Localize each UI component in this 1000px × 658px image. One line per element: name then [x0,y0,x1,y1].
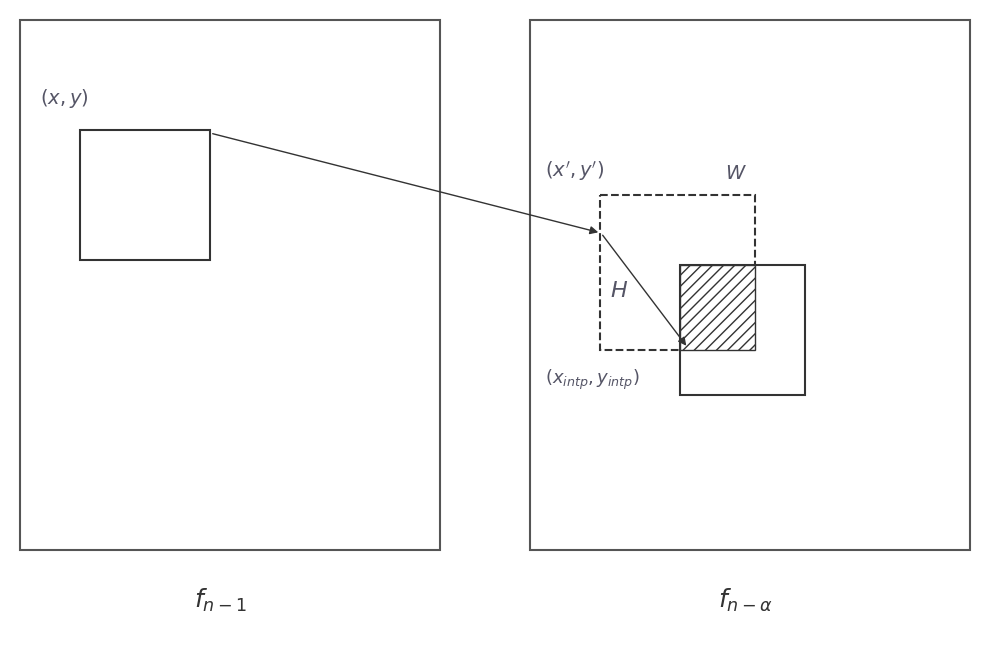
Bar [530,20,970,550]
Text: $(x', y')$: $(x', y')$ [545,159,604,183]
Bar [80,130,210,260]
Text: $f_{n-\alpha}$: $f_{n-\alpha}$ [718,586,772,614]
Text: $(x_{intp},y_{intp})$: $(x_{intp},y_{intp})$ [545,368,640,392]
Text: $W$: $W$ [725,165,747,183]
Text: $f_{n-1}$: $f_{n-1}$ [194,586,246,614]
Bar [20,20,440,550]
Bar [680,265,755,350]
Text: $(x, y)$: $(x, y)$ [40,87,89,110]
Bar [600,195,755,350]
Text: $H$: $H$ [610,280,628,302]
Bar [680,265,805,395]
